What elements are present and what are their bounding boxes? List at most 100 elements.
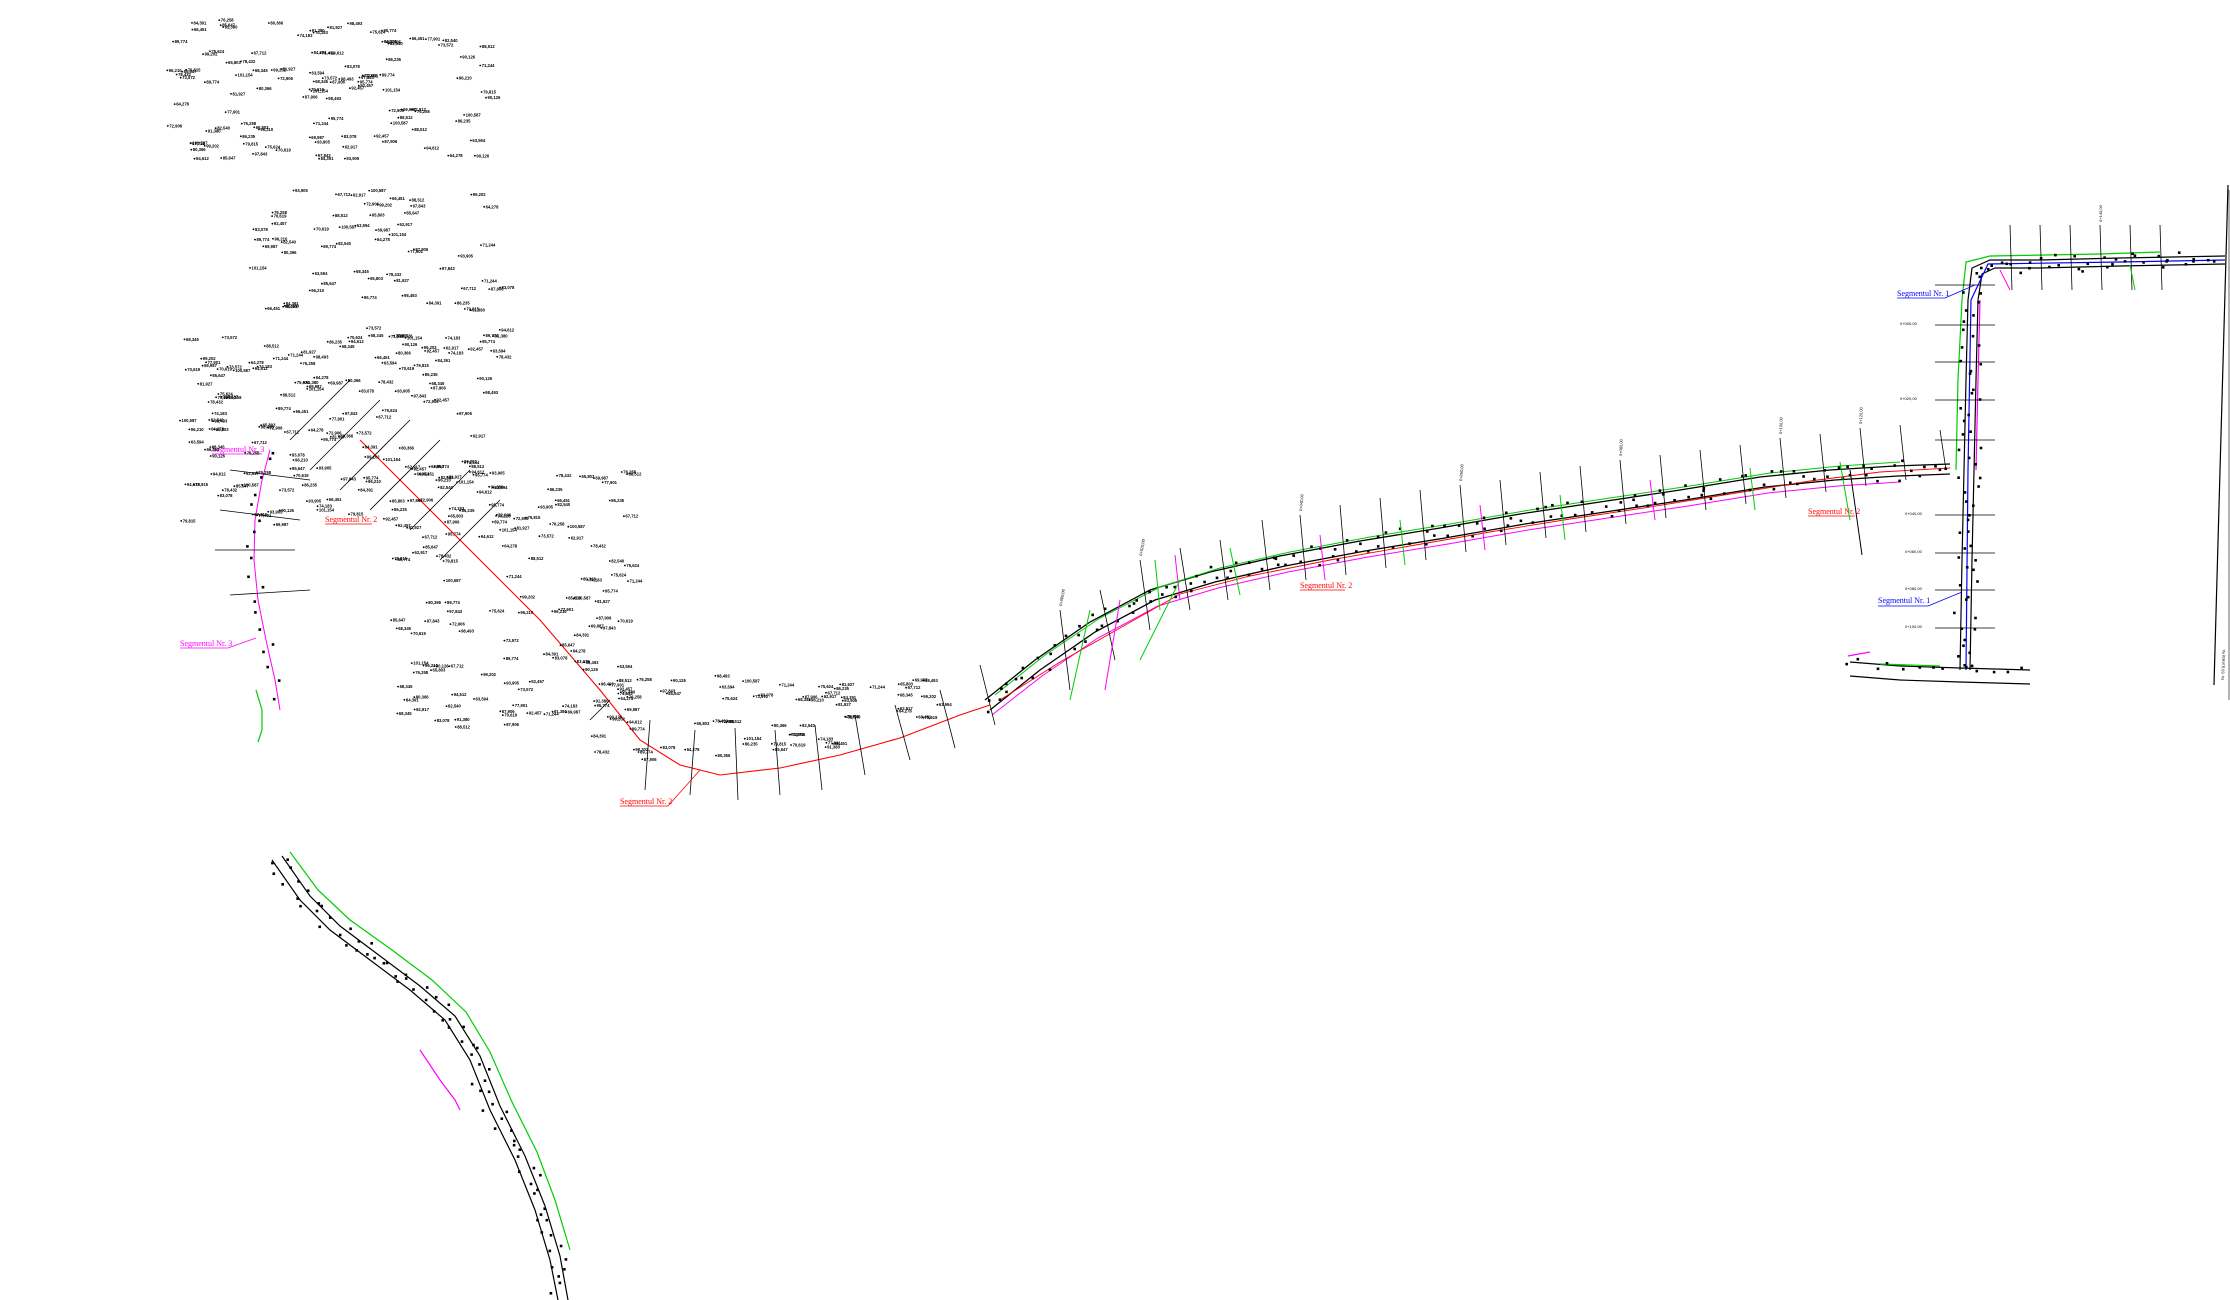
elevation-point-marker [482, 391, 485, 394]
elevation-label: 90,126 [405, 342, 418, 347]
elevation-label: 77,901 [828, 740, 841, 745]
elevation-label: 75,624 [372, 30, 385, 35]
elevation-label: 74,183 [620, 691, 633, 696]
survey-point-marker [1702, 487, 1706, 490]
elevation-point-marker [825, 741, 828, 744]
elevation-point-marker [594, 704, 596, 707]
elevation-point-marker [363, 202, 366, 205]
elevation-point-marker [284, 431, 286, 433]
elevation-point-marker [271, 222, 274, 225]
elevation-point-marker [922, 716, 924, 719]
elevation-label: 93,905 [317, 140, 330, 145]
survey-point-marker [1560, 514, 1564, 518]
elevation-label: 95,774 [436, 464, 449, 469]
elevation-label: 78,432 [439, 554, 452, 559]
survey-point-marker [425, 986, 429, 989]
elevation-label: 86,235 [550, 487, 563, 492]
elevation-point-marker [209, 455, 212, 457]
survey-point-marker [370, 942, 373, 945]
elevation-point-marker [313, 376, 316, 379]
survey-point-marker [1964, 309, 1968, 312]
elevation-point-marker [383, 517, 385, 520]
elevation-point-marker [421, 346, 424, 349]
elevation-point-marker [256, 365, 259, 368]
elevation-label: 73,572 [324, 76, 337, 81]
elevation-point-marker [233, 485, 236, 488]
elevation-point-marker [456, 77, 459, 80]
elevation-point-marker [459, 56, 462, 58]
elevation-label: 79,815 [188, 67, 201, 72]
elevation-point-marker [479, 340, 482, 343]
survey-point-marker [1823, 469, 1826, 472]
elevation-label: 86,235 [425, 372, 438, 377]
elevation-label: 78,432 [224, 488, 237, 493]
elevation-point-marker [905, 686, 907, 689]
elevation-label: 90,126 [498, 513, 511, 518]
elevation-point-marker [478, 535, 481, 538]
elevation-point-marker [344, 157, 346, 160]
elevation-label: 72,906 [280, 76, 293, 81]
survey-point-marker [1053, 644, 1057, 647]
driveway-branch-line [1649, 479, 1656, 521]
elevation-label: 87,906 [415, 247, 428, 252]
elevation-point-marker [568, 537, 571, 539]
elevation-label: 88,512 [414, 127, 427, 132]
elevation-point-marker [470, 139, 472, 142]
survey-point-marker [2106, 265, 2109, 269]
elevation-point-marker [188, 441, 191, 443]
elevation-point-marker [382, 88, 385, 91]
elevation-label: 99,202 [612, 717, 625, 722]
elevation-label: 83,078 [502, 285, 515, 290]
elevation-point-marker [841, 699, 844, 702]
elevation-label: 101,154 [319, 507, 335, 512]
elevation-label: 100,587 [576, 596, 592, 601]
survey-point-marker [1190, 589, 1193, 593]
survey-point-marker [447, 1026, 451, 1029]
elevation-point-marker [411, 468, 413, 470]
survey-point-marker [299, 904, 302, 908]
elevation-label: 78,432 [597, 750, 610, 755]
survey-point-marker [545, 1218, 549, 1222]
survey-point-marker [1962, 291, 1965, 294]
elevation-label: 74,183 [300, 33, 313, 38]
elevation-point-marker [583, 661, 586, 664]
survey-point-marker [1862, 464, 1865, 468]
elevation-label: 65,803 [228, 60, 241, 65]
elevation-point-marker [579, 475, 581, 478]
elevation-point-marker [252, 228, 255, 231]
elevation-point-marker [273, 523, 276, 526]
elevation-label: 84,391 [286, 301, 299, 306]
survey-point-marker [1893, 464, 1896, 467]
survey-point-marker [1384, 531, 1388, 534]
bottom-cross-street [1847, 651, 2031, 685]
survey-point-marker [246, 545, 249, 548]
survey-point-marker [1408, 542, 1411, 545]
elevation-point-marker [316, 467, 319, 470]
elevation-label: 76,258 [258, 470, 271, 475]
elevation-label: 98,493 [215, 419, 228, 424]
survey-point-marker [1718, 478, 1722, 481]
elevation-point-marker [385, 41, 388, 43]
elevation-label: 85,647 [323, 281, 336, 286]
elevation-label: 84,391 [429, 301, 442, 306]
survey-point-marker [1247, 573, 1251, 577]
elevation-point-marker [609, 718, 612, 720]
elevation-label: 86,235 [304, 483, 317, 488]
elevation-point-marker [726, 720, 729, 723]
elevation-point-marker [430, 387, 433, 389]
elevation-label: 67,712 [286, 430, 299, 435]
elevation-point-marker [239, 135, 242, 138]
elevation-point-marker [364, 456, 367, 458]
survey-point-marker [1284, 563, 1287, 567]
elevation-point-marker [275, 149, 278, 152]
elevation-label: 71,244 [781, 682, 794, 687]
elevation-label: 89,774 [640, 750, 653, 755]
survey-point-marker [1978, 476, 1982, 480]
elevation-point-marker [381, 29, 383, 32]
survey-point-marker [1837, 466, 1841, 469]
elevation-label: 66,451 [377, 355, 390, 360]
elevation-point-marker [413, 708, 416, 711]
elevation-point-marker [354, 224, 357, 227]
survey-point-marker [306, 889, 310, 892]
elevation-label: 98,493 [316, 354, 329, 359]
